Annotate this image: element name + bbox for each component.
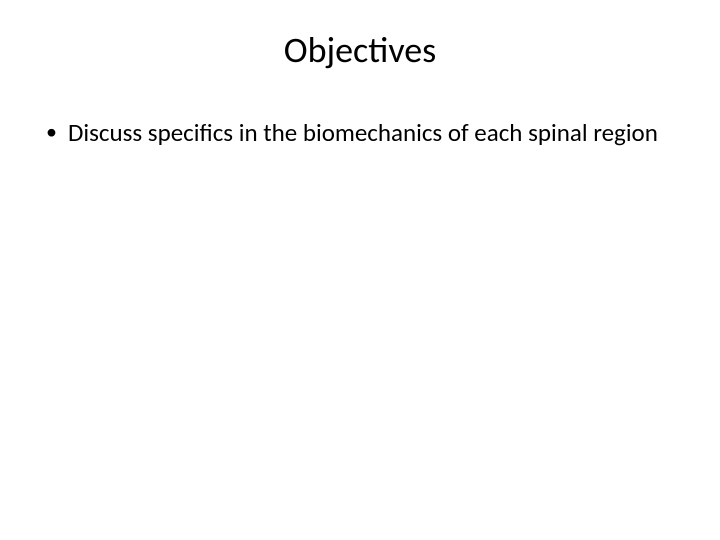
bullet-text: Discuss specifics in the biomechanics of… (68, 117, 658, 148)
slide-content: Discuss specifics in the biomechanics of… (40, 118, 680, 149)
slide-title: Objectives (40, 28, 680, 72)
bullet-list: Discuss specifics in the biomechanics of… (42, 118, 680, 149)
slide: Objectives Discuss specifics in the biom… (0, 0, 720, 540)
bullet-item: Discuss specifics in the biomechanics of… (42, 118, 680, 149)
